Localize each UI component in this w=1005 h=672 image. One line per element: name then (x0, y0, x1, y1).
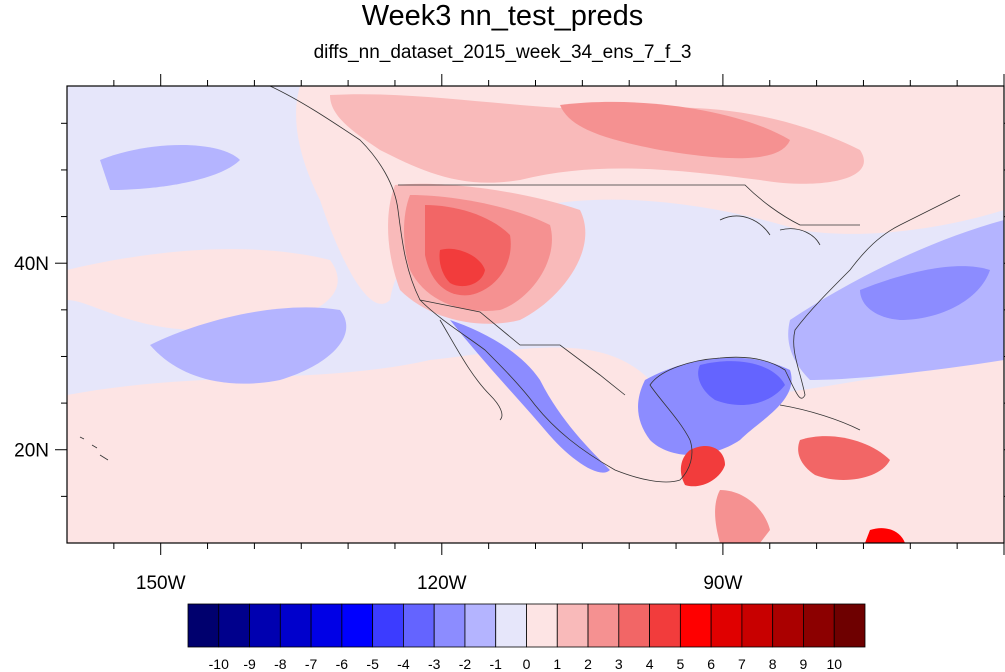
colorbar-swatch (618, 603, 650, 648)
colorbar-swatch (772, 603, 804, 648)
colorbar-label: -7 (305, 656, 318, 672)
colorbar-label: 1 (553, 656, 561, 672)
baja-california (439, 319, 503, 421)
colorbar-swatch (403, 603, 435, 648)
colorbar-swatch (279, 603, 312, 648)
colorbar-label: -5 (366, 656, 379, 672)
lat-tick-label: 20N (14, 441, 49, 462)
colorbar-label: -1 (490, 656, 503, 672)
colorbar-label: 3 (615, 656, 623, 672)
colorbar-swatch (249, 603, 281, 648)
colorbar-swatch (341, 603, 374, 648)
colorbar-swatch (187, 603, 220, 648)
field-mexico-coast-negative (450, 320, 610, 473)
colorbar-label: -10 (209, 656, 229, 672)
map-ticks: 150W 120W 90W 40N 20N (14, 74, 1005, 594)
colorbar-swatch (741, 603, 774, 648)
plot-title: Week3 nn_test_preds (361, 0, 644, 32)
map-boundaries (79, 86, 961, 483)
field-canada-strong (560, 101, 790, 159)
colorbar-label: 6 (707, 656, 715, 672)
cuba (779, 404, 861, 431)
colorbar-label: 9 (800, 656, 808, 672)
field-caribbean-strong (798, 436, 890, 480)
colorbar-swatch (526, 603, 558, 648)
colorbar-label: -2 (459, 656, 472, 672)
colorbar-label: -4 (397, 656, 410, 672)
field-pacific-negative-nw (100, 145, 240, 190)
lat-tick-label: 40N (14, 254, 49, 275)
field-pacific-negative (150, 307, 347, 384)
colorbar-label: -3 (428, 656, 441, 672)
colorbar-label: 2 (584, 656, 592, 672)
colorbar-label: -8 (274, 656, 287, 672)
colorbar-label: 10 (826, 656, 842, 672)
colorbar-label: 5 (676, 656, 684, 672)
lon-tick-label: 90W (703, 573, 742, 594)
colorbar-swatch (433, 603, 466, 648)
colorbar-swatch (218, 603, 250, 648)
colorbar-swatch (587, 603, 620, 648)
colorbar-swatch (372, 603, 404, 648)
colorbar-swatch (833, 603, 866, 648)
colorbar-label: 0 (523, 656, 531, 672)
colorbar: -10 -9 -8 -7 -6 -5 -4 -3 -2 -1 0 1 2 3 4 5 6 7 8 9 10 (187, 603, 866, 672)
hawaii-islands (79, 436, 109, 461)
colorbar-swatch (495, 603, 527, 648)
field-central-america (715, 490, 770, 543)
colorbar-swatch (679, 603, 712, 648)
great-lakes (719, 215, 821, 246)
field-gulf-negative-core (698, 361, 785, 405)
lon-tick-label: 150W (136, 573, 186, 594)
colorbar-swatch (556, 603, 589, 648)
colorbar-label: 8 (769, 656, 777, 672)
colorbar-swatch (710, 603, 743, 648)
field-caribbean-peak (865, 528, 905, 543)
us-mexico-border (419, 299, 626, 396)
colorbar-label: -6 (336, 656, 349, 672)
colorbar-label: 7 (738, 656, 746, 672)
field-west-us-max (439, 248, 485, 287)
colorbar-label: -9 (243, 656, 256, 672)
field-atlantic-negative-core (860, 266, 990, 320)
colorbar-swatch (803, 603, 835, 648)
us-canada-border (398, 184, 860, 226)
lon-tick-label: 120W (417, 573, 467, 594)
plot-subtitle: diffs_nn_dataset_2015_week_34_ens_7_f_3 (313, 42, 692, 63)
colorbar-swatch (464, 603, 497, 648)
colorbar-swatch (649, 603, 681, 648)
map-field (67, 86, 1004, 543)
north-america-coastline (269, 86, 961, 483)
colorbar-label: 4 (646, 656, 654, 672)
colorbar-swatch (310, 603, 343, 648)
